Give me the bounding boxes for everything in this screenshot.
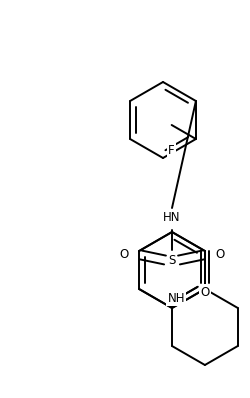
Text: F: F (167, 144, 174, 156)
Text: HN: HN (162, 211, 180, 224)
Text: O: O (214, 248, 223, 261)
Text: O: O (200, 285, 209, 298)
Text: NH: NH (167, 292, 184, 305)
Text: S: S (168, 254, 175, 267)
Text: O: O (119, 248, 128, 261)
Text: F: F (167, 144, 174, 158)
